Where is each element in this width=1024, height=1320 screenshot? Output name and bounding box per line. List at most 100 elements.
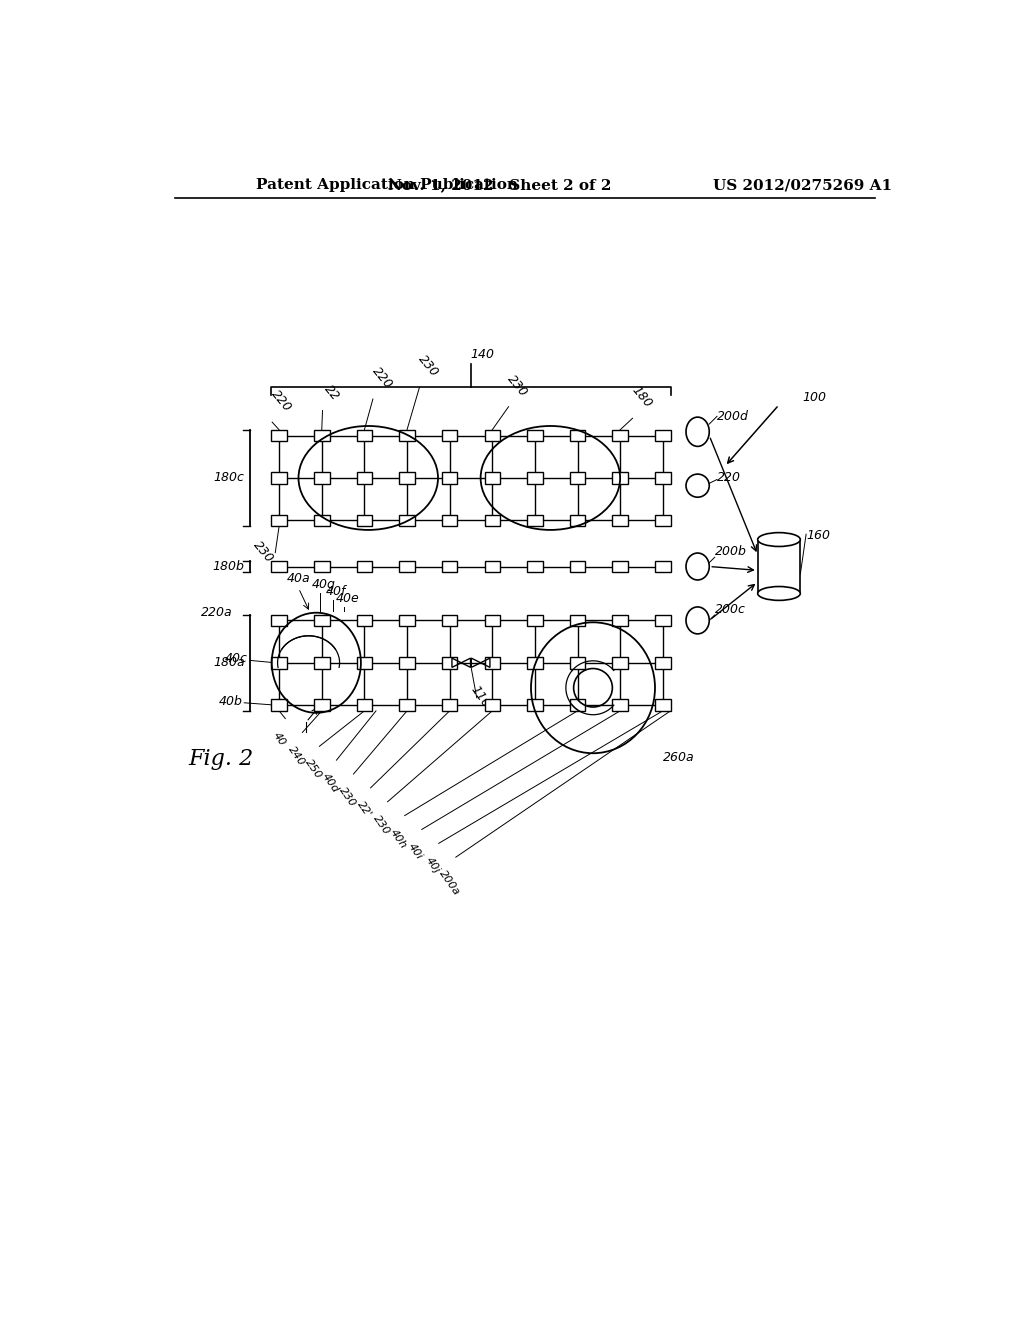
Bar <box>271 700 287 711</box>
Bar <box>484 561 500 573</box>
Text: 220a: 220a <box>202 606 232 619</box>
Text: 40b: 40b <box>219 694 243 708</box>
Bar <box>442 657 458 668</box>
Bar <box>484 430 500 441</box>
Text: 40d: 40d <box>321 772 341 795</box>
Text: 240: 240 <box>286 744 306 767</box>
Text: 160: 160 <box>806 529 830 543</box>
Text: 200d: 200d <box>717 409 749 422</box>
Text: Fig. 2: Fig. 2 <box>188 748 254 770</box>
Bar <box>442 430 458 441</box>
Bar <box>442 515 458 527</box>
Text: 100: 100 <box>802 391 826 404</box>
Text: US 2012/0275269 A1: US 2012/0275269 A1 <box>713 178 892 193</box>
Text: 40: 40 <box>271 730 288 747</box>
Bar <box>612 561 628 573</box>
Bar <box>527 700 543 711</box>
Bar <box>527 657 543 668</box>
Bar <box>399 700 415 711</box>
Bar <box>655 657 671 668</box>
Text: 22: 22 <box>322 383 342 403</box>
Bar <box>484 615 500 626</box>
Bar <box>612 615 628 626</box>
Bar <box>612 657 628 668</box>
Bar <box>655 561 671 573</box>
Bar <box>356 430 372 441</box>
Text: 180: 180 <box>629 384 654 411</box>
Bar <box>527 430 543 441</box>
Bar <box>569 657 586 668</box>
Text: 40i: 40i <box>407 841 425 861</box>
Text: Nov. 1, 2012   Sheet 2 of 2: Nov. 1, 2012 Sheet 2 of 2 <box>388 178 611 193</box>
Bar <box>569 615 586 626</box>
Bar <box>655 515 671 527</box>
Bar <box>314 515 330 527</box>
Bar <box>399 515 415 527</box>
Bar <box>356 657 372 668</box>
Text: 140: 140 <box>471 347 495 360</box>
Bar <box>569 430 586 441</box>
Text: 230: 230 <box>505 372 530 399</box>
Bar <box>271 515 287 527</box>
Bar <box>484 473 500 483</box>
Text: 200c: 200c <box>715 603 745 615</box>
Text: 40c: 40c <box>225 652 248 665</box>
Bar <box>758 540 801 594</box>
Text: 250: 250 <box>303 758 324 781</box>
Bar <box>612 430 628 441</box>
Text: Patent Application Publication: Patent Application Publication <box>256 178 518 193</box>
Text: 260a: 260a <box>663 751 694 764</box>
Text: 230: 230 <box>337 785 357 809</box>
Text: 220: 220 <box>717 471 741 484</box>
Bar <box>442 561 458 573</box>
Text: 220: 220 <box>370 364 395 391</box>
Bar <box>399 473 415 483</box>
Bar <box>271 657 287 668</box>
Bar <box>612 515 628 527</box>
Text: 200a: 200a <box>437 869 462 898</box>
Text: 40g: 40g <box>311 578 335 591</box>
Bar <box>356 561 372 573</box>
Bar <box>442 615 458 626</box>
Bar <box>314 700 330 711</box>
Bar <box>399 561 415 573</box>
Bar <box>655 430 671 441</box>
Text: 180a: 180a <box>213 656 245 669</box>
Bar <box>655 700 671 711</box>
Bar <box>356 700 372 711</box>
Text: 40j: 40j <box>424 855 441 875</box>
Bar <box>527 615 543 626</box>
Text: 180b: 180b <box>213 560 245 573</box>
Ellipse shape <box>758 586 801 601</box>
Bar <box>356 473 372 483</box>
Text: 230: 230 <box>416 352 441 380</box>
Bar <box>569 561 586 573</box>
Bar <box>442 473 458 483</box>
Bar <box>399 615 415 626</box>
Bar <box>356 515 372 527</box>
Bar <box>442 700 458 711</box>
Bar <box>314 561 330 573</box>
Bar <box>569 473 586 483</box>
Text: 40a: 40a <box>287 572 310 585</box>
Bar <box>314 430 330 441</box>
Text: 40f: 40f <box>326 585 346 598</box>
Bar <box>569 515 586 527</box>
Bar <box>612 700 628 711</box>
Bar <box>484 657 500 668</box>
Bar <box>271 615 287 626</box>
Bar <box>527 561 543 573</box>
Bar <box>314 473 330 483</box>
Bar <box>399 657 415 668</box>
Bar <box>314 615 330 626</box>
Text: 40h: 40h <box>388 828 409 850</box>
Ellipse shape <box>758 533 801 546</box>
Bar <box>527 473 543 483</box>
Bar <box>356 615 372 626</box>
Text: 180c: 180c <box>213 471 244 484</box>
Bar <box>399 430 415 441</box>
Bar <box>527 515 543 527</box>
Text: 110: 110 <box>468 682 493 710</box>
Text: 220: 220 <box>268 388 294 414</box>
Bar <box>569 700 586 711</box>
